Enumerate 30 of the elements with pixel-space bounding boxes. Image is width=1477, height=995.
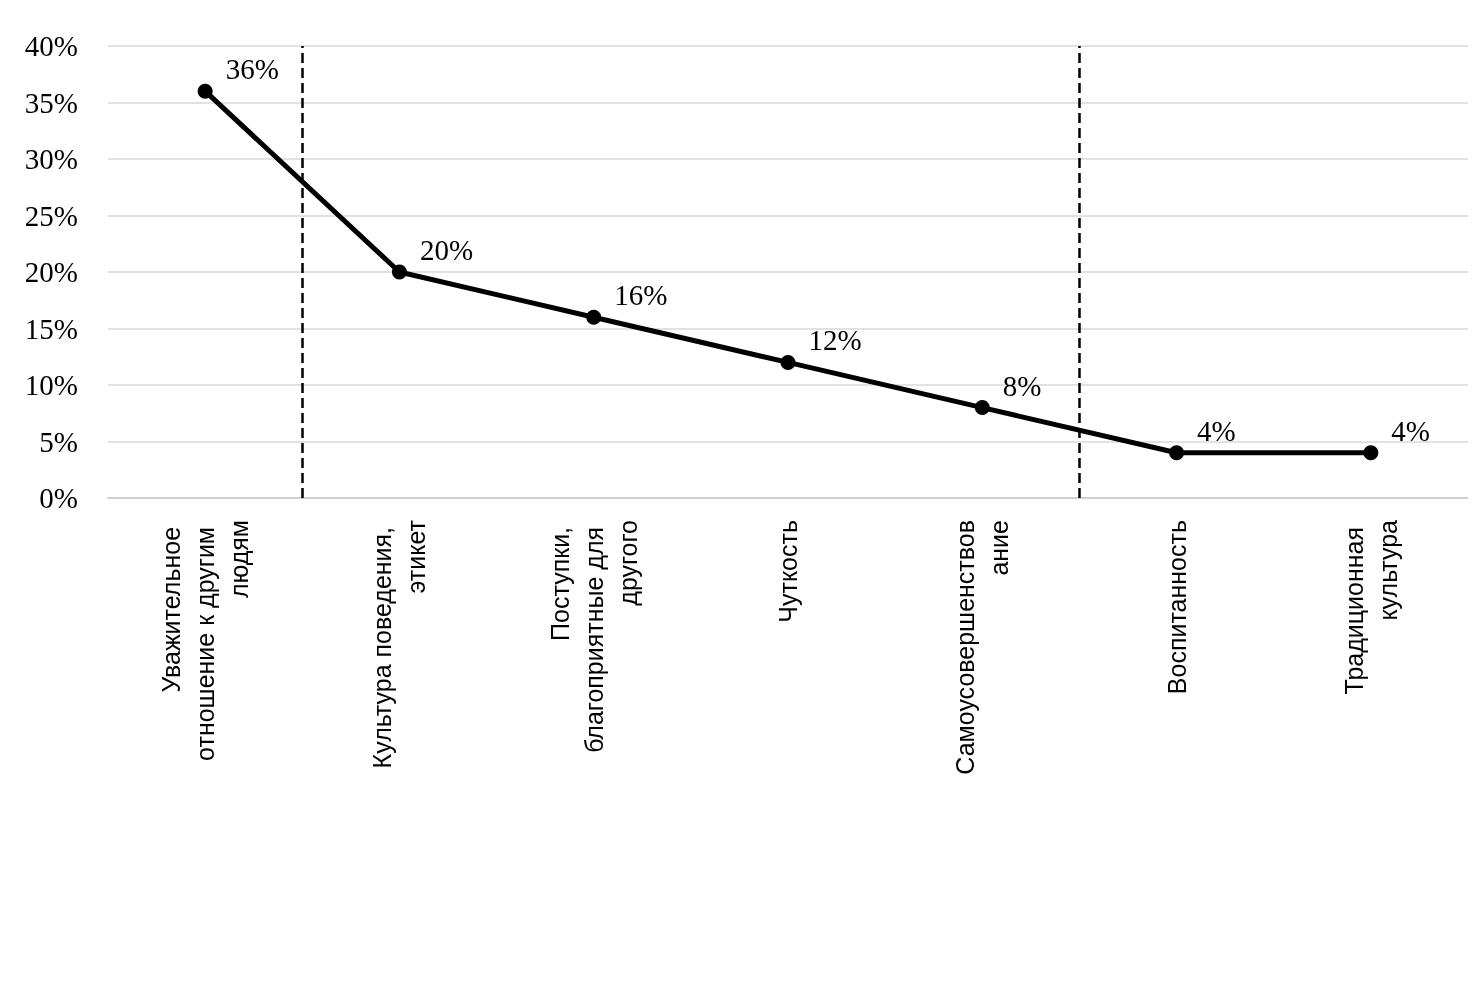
point (1363, 445, 1379, 461)
x-tick-label: Воспитанность (1162, 520, 1191, 695)
x-tick-label: Чуткость (774, 520, 802, 623)
y-tick-label: 30% (24, 143, 78, 175)
y-tick-label: 5% (39, 425, 78, 458)
data-label: 4% (1391, 414, 1431, 447)
x-tick-label: Традиционная культура (1339, 519, 1402, 695)
point (780, 354, 796, 370)
x-tick-label: Поступки, благоприятные для другого (545, 520, 642, 753)
point (974, 400, 990, 416)
y-tick-label: 15% (24, 312, 78, 345)
data-label: 4% (1197, 414, 1236, 447)
data-label: 16% (614, 279, 668, 312)
x-tick-label: Самоусовершенствование (951, 520, 1014, 775)
point (586, 309, 602, 325)
y-tick-label: 20% (24, 256, 78, 288)
y-tick-label: 0% (39, 482, 78, 514)
x-tick-label: Культура поведения, этикет (368, 519, 431, 769)
data-label: 8% (1002, 369, 1042, 402)
y-tick-label: 35% (24, 86, 78, 119)
point (391, 264, 407, 280)
point (1169, 445, 1185, 461)
point (197, 83, 213, 99)
x-tick-label: Уважительное отношение к другим людям (157, 520, 254, 761)
y-tick-label: 40% (24, 30, 78, 62)
data-label: 12% (808, 324, 862, 357)
y-tick-label: 10% (24, 369, 78, 401)
data-label: 20% (419, 234, 474, 266)
data-label: 36% (225, 53, 279, 86)
y-tick-label: 25% (24, 199, 78, 232)
